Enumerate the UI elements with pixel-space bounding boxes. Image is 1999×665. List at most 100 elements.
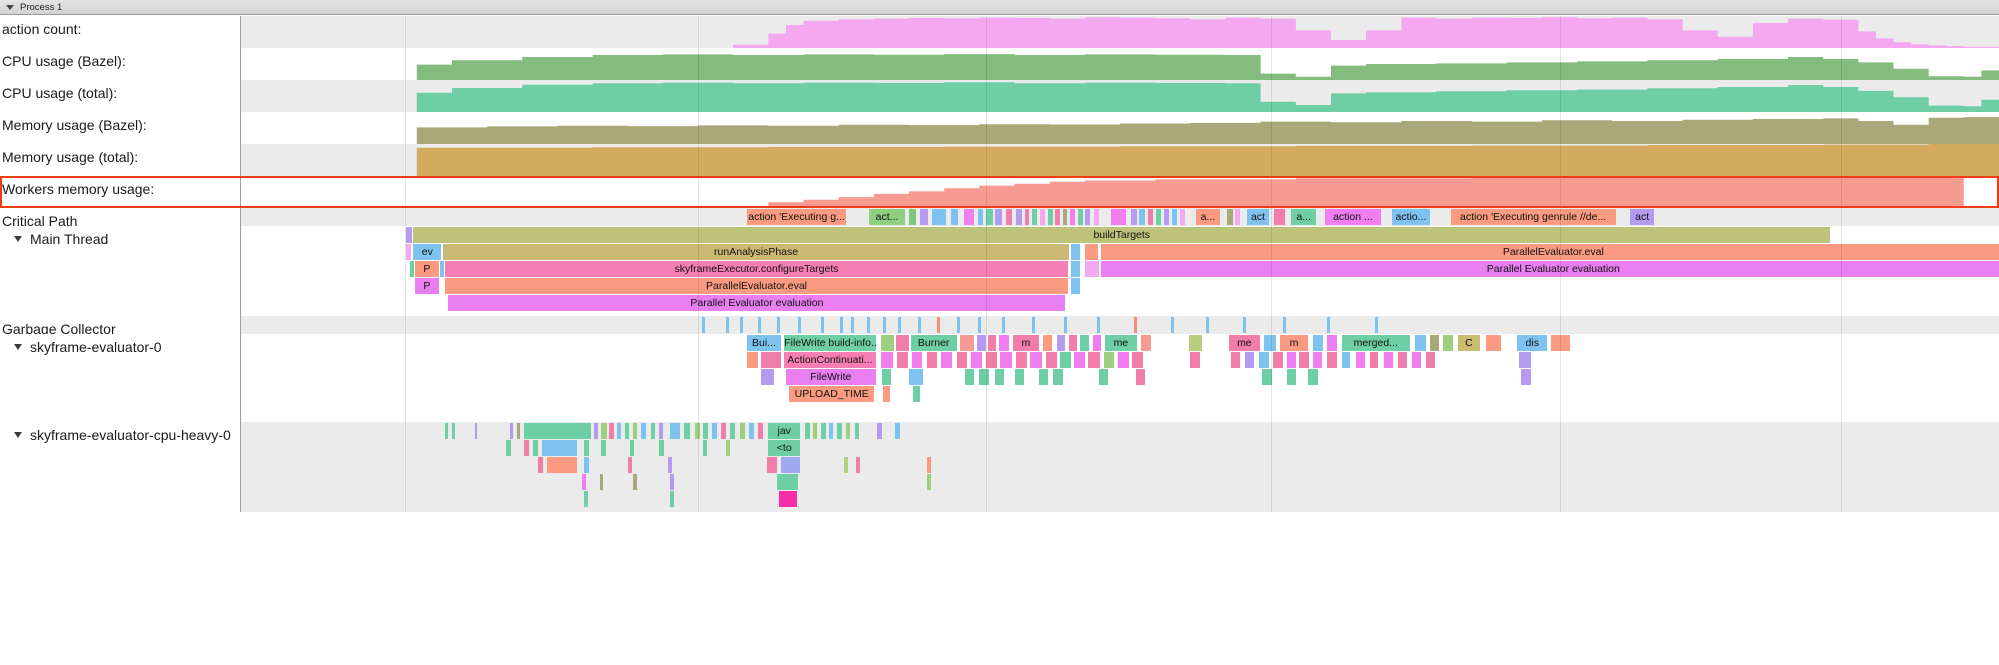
slice[interactable] (633, 474, 637, 490)
slice[interactable] (1397, 352, 1407, 368)
slice[interactable] (1130, 209, 1137, 225)
slice[interactable] (650, 423, 655, 439)
slice-p[interactable]: P (415, 261, 439, 277)
slice[interactable] (406, 227, 412, 243)
slice[interactable] (1047, 209, 1053, 225)
slice-act[interactable] (761, 352, 781, 368)
slice[interactable] (1070, 261, 1081, 277)
slice[interactable] (1163, 209, 1169, 225)
slice[interactable] (1046, 352, 1057, 368)
slice[interactable] (1308, 369, 1318, 385)
slice[interactable] (986, 352, 997, 368)
slice[interactable] (813, 423, 818, 439)
slice[interactable] (726, 440, 730, 456)
slice[interactable] (1179, 209, 1186, 225)
slice-w[interactable] (880, 335, 895, 351)
slice-ev[interactable]: ev (413, 244, 442, 260)
slice-filewrite-build-info[interactable]: FileWrite build-info... (784, 335, 876, 351)
slice[interactable] (524, 440, 530, 456)
slice[interactable] (926, 474, 931, 490)
slice[interactable] (843, 457, 848, 473)
slice[interactable] (829, 423, 834, 439)
track-memory-usage-bazel[interactable]: Memory usage (Bazel): (0, 112, 1999, 144)
slice[interactable] (1258, 352, 1270, 368)
slice[interactable] (1272, 352, 1283, 368)
slice-m[interactable]: m (1012, 335, 1040, 351)
slice[interactable] (409, 261, 415, 277)
slice[interactable] (911, 352, 923, 368)
slice[interactable] (909, 369, 924, 385)
slice[interactable] (940, 352, 953, 368)
slice[interactable] (956, 352, 968, 368)
gc-tick[interactable] (726, 317, 730, 333)
slice[interactable] (669, 474, 675, 490)
slice[interactable] (538, 457, 544, 473)
slice-act[interactable]: act (1246, 209, 1270, 225)
slice[interactable] (1054, 209, 1061, 225)
slice[interactable] (1188, 335, 1202, 351)
slice[interactable] (583, 491, 588, 507)
slice-w[interactable] (895, 335, 910, 351)
slice-merged[interactable]: merged... (1341, 335, 1411, 351)
slice-upload-time[interactable]: UPLOAD_TIME (789, 386, 874, 402)
track-canvas-memory-usage-bazel[interactable] (241, 112, 1999, 144)
slice[interactable] (640, 423, 646, 439)
slice[interactable] (703, 423, 709, 439)
slice-parallelevaluator-eval[interactable]: ParallelEvaluator.eval (444, 278, 1069, 294)
slice-action-executing-g[interactable]: action 'Executing g... (747, 209, 846, 225)
slice[interactable] (919, 209, 929, 225)
slice[interactable] (1244, 352, 1254, 368)
slice[interactable] (659, 423, 663, 439)
slice[interactable] (1430, 335, 1440, 351)
slice[interactable] (1025, 209, 1030, 225)
slice[interactable] (1093, 209, 1100, 225)
slice[interactable] (1069, 335, 1077, 351)
gc-tick[interactable] (977, 317, 981, 333)
slice-st[interactable] (1084, 261, 1099, 277)
slice-a[interactable] (1111, 209, 1127, 225)
slice[interactable] (1287, 352, 1296, 368)
slice[interactable] (582, 474, 587, 490)
slice[interactable] (1016, 352, 1027, 368)
slice[interactable] (976, 335, 986, 351)
slice-action-executing-genrule-de[interactable]: action 'Executing genrule //de... (1450, 209, 1616, 225)
slice[interactable] (444, 423, 449, 439)
gc-tick[interactable] (1170, 317, 1174, 333)
gc-tick[interactable] (1283, 317, 1287, 333)
track-canvas-garbage-collector[interactable] (241, 316, 1999, 334)
gc-tick[interactable] (798, 317, 802, 333)
slice[interactable] (599, 474, 604, 490)
slice[interactable] (931, 209, 946, 225)
slice[interactable] (740, 423, 746, 439)
slice[interactable] (594, 423, 598, 439)
slice-a[interactable] (747, 352, 758, 368)
slice[interactable] (1092, 335, 1101, 351)
slice[interactable] (541, 440, 577, 456)
slice[interactable] (1132, 352, 1143, 368)
slice[interactable] (912, 386, 921, 402)
slice[interactable] (1056, 335, 1066, 351)
chevron-down-icon[interactable] (14, 344, 22, 350)
gc-tick[interactable] (851, 317, 855, 333)
slice[interactable] (684, 423, 690, 439)
slice[interactable] (877, 423, 882, 439)
track-canvas-cpu-usage-total[interactable] (241, 80, 1999, 112)
slice-a[interactable] (1273, 209, 1286, 225)
slice[interactable] (1411, 352, 1422, 368)
slice[interactable] (583, 457, 589, 473)
slice[interactable] (659, 440, 664, 456)
slice[interactable] (668, 457, 673, 473)
track-cpu-usage-bazel[interactable]: CPU usage (Bazel): (0, 48, 1999, 80)
slice[interactable] (532, 440, 538, 456)
slice[interactable] (1032, 209, 1038, 225)
gc-tick[interactable] (956, 317, 960, 333)
slice[interactable] (1312, 335, 1324, 351)
slice[interactable] (960, 335, 975, 351)
slice[interactable] (703, 440, 708, 456)
track-workers-memory-usage[interactable]: Workers memory usage: (0, 176, 1999, 208)
slice[interactable] (1262, 369, 1273, 385)
slice[interactable] (1341, 352, 1351, 368)
slice[interactable] (451, 423, 456, 439)
chevron-down-icon[interactable] (14, 432, 22, 438)
slice-o[interactable] (1084, 244, 1098, 260)
